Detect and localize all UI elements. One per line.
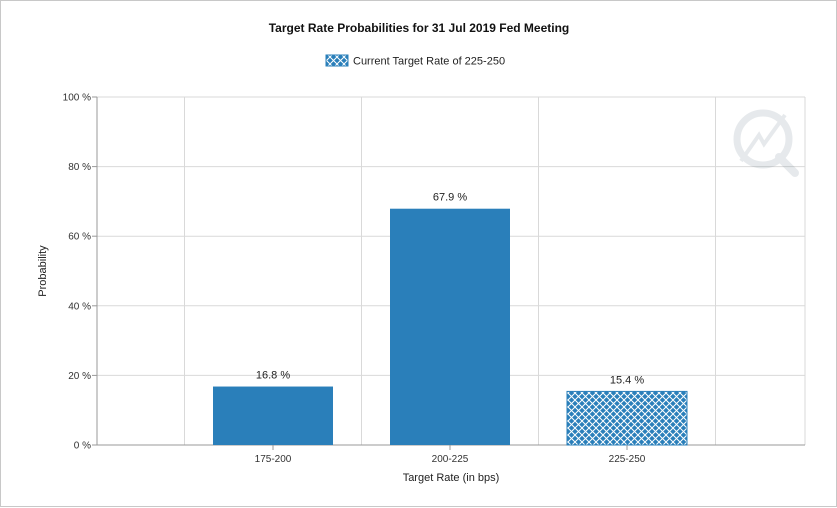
bars [213,208,688,446]
y-tick-label: 100 % [63,93,91,104]
data-label-175-200: 16.8 % [256,370,290,382]
y-tick-label: 20 % [68,371,91,382]
y-tick-label: 60 % [68,232,91,243]
legend: Current Target Rate of 225-250 [325,54,505,68]
data-label-225-250: 15.4 % [610,374,644,386]
y-axis-label: Probability [37,245,49,297]
y-tick-label: 40 % [68,301,91,312]
x-tick-label: 200-225 [432,454,469,465]
legend-entry: Current Target Rate of 225-250 [353,56,505,68]
watermark-logo [733,109,799,177]
x-axis-label: Target Rate (in bps) [403,472,500,484]
bar-225-250 [566,390,688,446]
bar-175-200 [213,386,333,445]
data-label-200-225: 67.9 % [433,192,467,204]
bar-200-225 [390,208,510,445]
x-tick-label: 225-250 [609,454,646,465]
x-axis-ticks: 175-200 200-225 225-250 [255,445,646,465]
y-axis-ticks: 0 % 20 % 40 % 60 % 80 % 100 % [63,93,97,452]
y-tick-label: 80 % [68,162,91,173]
y-tick-label: 0 % [74,441,91,452]
x-tick-label: 175-200 [255,454,292,465]
chart-title: Target Rate Probabilities for 31 Jul 201… [269,21,570,35]
legend-swatch [325,54,349,67]
bar-data-labels: 16.8 % 67.9 % 15.4 % [256,192,644,387]
